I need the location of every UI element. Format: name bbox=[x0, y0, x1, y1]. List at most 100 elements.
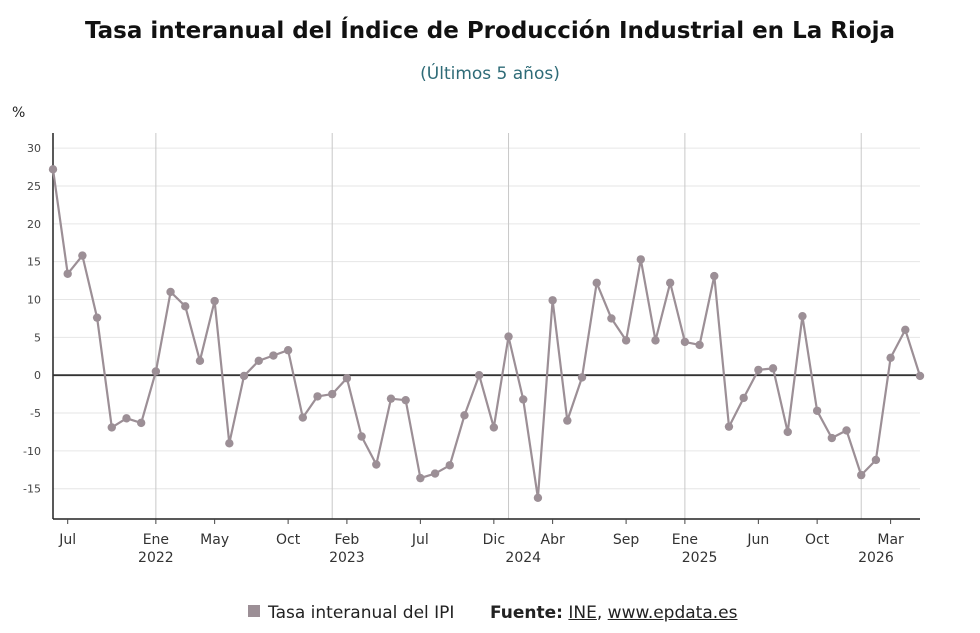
data-point bbox=[328, 389, 337, 399]
y-tick-label: -15 bbox=[23, 483, 41, 496]
x-tick-label-year: 2026 bbox=[858, 550, 894, 566]
source-prefix: Fuente: bbox=[490, 603, 563, 623]
y-tick-labels: 30 25 20 15 10 5 0 -5 -10 -15 bbox=[23, 142, 41, 496]
y-tick-label: 0 bbox=[34, 369, 41, 382]
x-tick-label-month: Dic bbox=[483, 532, 505, 548]
data-point bbox=[254, 356, 263, 366]
data-point bbox=[724, 422, 734, 431]
data-point bbox=[695, 340, 704, 350]
data-point bbox=[166, 287, 175, 297]
data-point bbox=[430, 469, 440, 478]
data-point bbox=[827, 433, 837, 443]
source-attribution: Fuente: INE, www.epdata.es bbox=[490, 603, 738, 623]
data-point bbox=[857, 470, 866, 480]
x-tick-label-month: Jul bbox=[411, 532, 429, 548]
data-point bbox=[812, 406, 822, 415]
x-tick-label-year: 2022 bbox=[138, 550, 174, 566]
data-point bbox=[195, 356, 205, 366]
data-point bbox=[665, 278, 675, 288]
year-separator-lines bbox=[155, 133, 862, 519]
chart-subtitle: (Últimos 5 años) bbox=[420, 64, 560, 84]
y-tick-label: 15 bbox=[27, 256, 41, 269]
data-point bbox=[754, 365, 763, 375]
data-point bbox=[783, 427, 792, 437]
series-line bbox=[51, 169, 922, 499]
y-tick-label: 25 bbox=[27, 180, 41, 193]
data-point bbox=[636, 255, 645, 264]
series-line-path bbox=[51, 169, 922, 499]
y-tick-label: 30 bbox=[27, 142, 41, 155]
data-point bbox=[886, 353, 895, 362]
data-point bbox=[607, 314, 616, 323]
legend-item: Tasa interanual del IPI bbox=[248, 603, 454, 623]
x-tick-label-month: Jul bbox=[58, 532, 76, 548]
data-point bbox=[842, 426, 851, 435]
y-tick-label: -10 bbox=[23, 445, 41, 458]
legend-label: Tasa interanual del IPI bbox=[268, 603, 455, 623]
data-point bbox=[489, 423, 499, 432]
data-point bbox=[445, 461, 454, 470]
data-point bbox=[768, 364, 778, 373]
data-point bbox=[798, 311, 807, 321]
grid-lines bbox=[53, 147, 920, 490]
data-point bbox=[372, 460, 381, 469]
data-point bbox=[680, 337, 690, 347]
data-point bbox=[298, 413, 308, 422]
chart-title: Tasa interanual del Índice de Producción… bbox=[84, 18, 896, 44]
data-point bbox=[269, 351, 278, 360]
data-point bbox=[504, 332, 513, 341]
x-tick-label-month: Jun bbox=[746, 532, 769, 548]
x-tick-label-month: Abr bbox=[541, 532, 565, 548]
data-point bbox=[283, 346, 293, 355]
data-point bbox=[871, 455, 881, 465]
data-point bbox=[342, 374, 352, 383]
data-point bbox=[533, 493, 543, 503]
x-tick-label-year: 2025 bbox=[682, 550, 718, 566]
data-point bbox=[122, 414, 131, 423]
x-tick-labels: Jul Ene May Oct Feb Jul Dic Abr Sep Ene Jun Oct Mar 2… bbox=[58, 519, 904, 566]
y-tick-label: 10 bbox=[27, 294, 41, 307]
x-tick-label-year: 2024 bbox=[505, 550, 541, 566]
data-point bbox=[474, 370, 484, 380]
x-tick-label-month: Ene bbox=[143, 532, 169, 548]
source-link-ine[interactable]: INE bbox=[568, 603, 597, 623]
data-point bbox=[710, 271, 719, 281]
data-point bbox=[519, 395, 528, 404]
x-tick-label-month: Oct bbox=[805, 532, 830, 548]
data-point bbox=[901, 325, 910, 334]
y-tick-label: -5 bbox=[30, 407, 41, 420]
data-point bbox=[210, 296, 219, 306]
data-point bbox=[563, 416, 572, 425]
data-point bbox=[548, 296, 557, 305]
data-point bbox=[313, 392, 322, 401]
y-tick-label: 20 bbox=[27, 218, 41, 231]
data-point bbox=[416, 473, 425, 483]
data-point bbox=[151, 367, 161, 376]
x-tick-label-month: Sep bbox=[613, 532, 640, 548]
data-point bbox=[225, 439, 234, 448]
x-tick-label-month: Oct bbox=[276, 532, 301, 548]
source-link-epdata[interactable]: www.epdata.es bbox=[607, 603, 738, 623]
axes bbox=[52, 133, 920, 520]
data-point bbox=[107, 423, 116, 432]
data-point bbox=[63, 269, 72, 278]
data-point bbox=[92, 313, 102, 322]
source-separator: , bbox=[596, 603, 603, 623]
data-point bbox=[239, 371, 249, 381]
y-tick-label: 5 bbox=[34, 331, 41, 344]
data-point bbox=[357, 432, 366, 441]
data-point bbox=[48, 165, 58, 174]
data-point bbox=[460, 411, 469, 420]
data-point bbox=[181, 302, 190, 311]
y-unit-label: % bbox=[12, 105, 26, 121]
data-point bbox=[739, 393, 748, 403]
data-point bbox=[651, 336, 660, 345]
data-point bbox=[915, 371, 925, 381]
x-tick-label-month: Ene bbox=[672, 532, 698, 548]
series-points bbox=[48, 165, 925, 503]
data-point bbox=[136, 418, 146, 428]
x-tick-label-month: Feb bbox=[334, 532, 359, 548]
data-point bbox=[621, 336, 631, 345]
data-point bbox=[592, 278, 601, 288]
